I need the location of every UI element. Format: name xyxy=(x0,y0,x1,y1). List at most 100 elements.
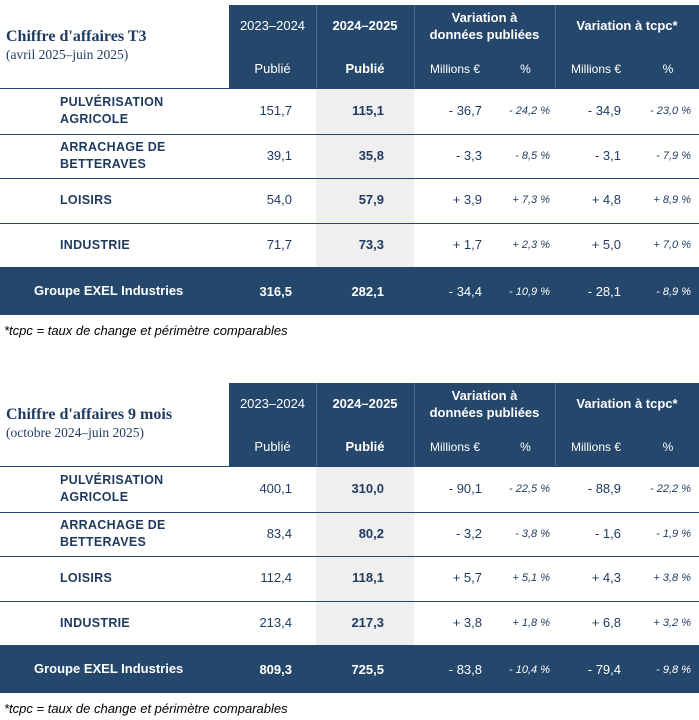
variation-millions-published: + 5,7 xyxy=(452,570,482,585)
variation-millions-tcpc: + 4,3 xyxy=(591,570,621,585)
header-published-prev: Publié xyxy=(254,61,291,76)
header-bottom-line xyxy=(0,88,699,89)
variation-pct-tcpc: + 3,2 % xyxy=(653,616,691,629)
variation-millions-published: + 3,8 xyxy=(452,614,482,630)
header-pct-tcpc: % xyxy=(662,440,674,454)
header-year-prev: 2023–2024 xyxy=(239,18,306,33)
header-millions-published: Millions € xyxy=(429,62,480,76)
header-pct-published: % xyxy=(520,62,531,76)
row-label: INDUSTRIE xyxy=(60,237,131,252)
header-variation-published: Variation à données publiées xyxy=(429,10,540,42)
header-published-current: Publié xyxy=(345,61,385,76)
footnote: *tcpc = taux de change et périmètre comp… xyxy=(4,701,288,716)
total-current-year: 725,5 xyxy=(351,662,384,677)
variation-millions-tcpc: - 1,6 xyxy=(594,525,621,541)
header-year-current: 2024–2025 xyxy=(332,18,398,33)
table-title: Chiffre d'affaires 9 mois xyxy=(6,406,173,423)
total-variation-millions-tcpc: - 28,1 xyxy=(587,284,621,299)
header-divider xyxy=(555,383,556,466)
value-prev-year: 400,1 xyxy=(259,481,292,496)
header-divider xyxy=(414,383,415,466)
total-current-year: 282,1 xyxy=(351,284,384,299)
variation-millions-published: + 3,9 xyxy=(452,192,482,207)
variation-pct-published: - 8,5 % xyxy=(515,149,550,162)
table-title-block: Chiffre d'affaires T3 (avril 2025–juin 20… xyxy=(6,28,226,63)
header-divider xyxy=(414,5,415,88)
total-label: Groupe EXEL Industries xyxy=(34,661,184,676)
header-millions-tcpc: Millions € xyxy=(570,62,621,76)
table-header: 2023–2024 2024–2025 Variation à données pu… xyxy=(229,5,699,88)
header-divider xyxy=(316,383,317,466)
value-current-year: 57,9 xyxy=(358,192,384,207)
row-label: ARRACHAGE DE BETTERAVES xyxy=(60,517,166,549)
value-current-year: 310,0 xyxy=(351,481,384,496)
variation-millions-tcpc: - 3,1 xyxy=(594,147,621,163)
total-row: Groupe EXEL Industries 809,3 725,5 - 83,8 - … xyxy=(0,645,699,693)
row-label: INDUSTRIE xyxy=(60,615,131,630)
table-title: Chiffre d'affaires T3 xyxy=(6,28,147,45)
variation-pct-published: - 22,5 % xyxy=(509,483,550,495)
variation-pct-published: - 24,2 % xyxy=(509,105,550,117)
row-divider xyxy=(0,600,699,602)
total-row: Groupe EXEL Industries 316,5 282,1 - 34,4 - … xyxy=(0,267,699,315)
header-millions-tcpc: Millions € xyxy=(570,440,621,454)
variation-millions-published: - 3,2 xyxy=(455,525,482,541)
table-row: INDUSTRIE 213,4 217,3 + 3,8 + 1,8 % + 6,8 + 3,… xyxy=(0,601,699,646)
revenue-table: Chiffre d'affaires T3 (avril 2025–juin 20… xyxy=(0,5,699,338)
table-row: LOISIRS 112,4 118,1 + 5,7 + 5,1 % + 4,3 + 3,8 … xyxy=(0,556,699,601)
header-pct-published: % xyxy=(520,440,531,454)
variation-pct-tcpc: - 1,9 % xyxy=(656,527,691,540)
value-prev-year: 112,4 xyxy=(260,570,292,585)
revenue-table: Chiffre d'affaires 9 mois (octobre 2024–j… xyxy=(0,383,699,716)
value-prev-year: 54,0 xyxy=(266,192,292,207)
variation-millions-tcpc: + 4,8 xyxy=(591,192,621,207)
variation-pct-published: - 3,8 % xyxy=(515,527,550,540)
value-current-year: 73,3 xyxy=(358,236,384,252)
table-row: ARRACHAGE DE BETTERAVES 83,4 80,2 - 3,2 - 3,… xyxy=(0,512,699,557)
variation-millions-tcpc: + 5,0 xyxy=(591,236,621,252)
header-divider xyxy=(555,5,556,88)
total-label: Groupe EXEL Industries xyxy=(34,283,184,298)
header-published-prev: Publié xyxy=(254,439,291,454)
table-row: LOISIRS 54,0 57,9 + 3,9 + 7,3 % + 4,8 + 8,9 % xyxy=(0,178,699,223)
row-label: PULVÉRISATION AGRICOLE xyxy=(60,95,164,126)
row-divider xyxy=(0,222,699,224)
header-variation-tcpc: Variation à tcpc* xyxy=(576,396,678,411)
variation-pct-tcpc: + 3,8 % xyxy=(653,572,691,584)
value-prev-year: 213,4 xyxy=(259,614,292,630)
row-label: LOISIRS xyxy=(60,571,113,585)
value-current-year: 35,8 xyxy=(358,147,384,163)
table-row: PULVÉRISATION AGRICOLE 151,7 115,1 - 36,7 - … xyxy=(0,89,699,134)
header-variation-published: Variation à données publiées xyxy=(429,388,540,420)
header-published-current: Publié xyxy=(345,439,385,454)
table-header: 2023–2024 2024–2025 Variation à données pu… xyxy=(229,383,699,466)
value-current-year: 80,2 xyxy=(358,525,384,541)
variation-pct-tcpc: + 7,0 % xyxy=(653,238,691,251)
row-divider xyxy=(0,178,699,179)
total-variation-pct-tcpc: - 9,8 % xyxy=(656,664,691,676)
total-variation-pct-tcpc: - 8,9 % xyxy=(656,286,691,298)
table-row: PULVÉRISATION AGRICOLE 400,1 310,0 - 90,1 - … xyxy=(0,467,699,512)
variation-millions-published: + 1,7 xyxy=(452,236,482,252)
variation-pct-published: + 1,8 % xyxy=(512,616,550,629)
header-pct-tcpc: % xyxy=(662,62,674,76)
header-year-current: 2024–2025 xyxy=(332,396,398,411)
footnote: *tcpc = taux de change et périmètre comp… xyxy=(4,323,288,338)
total-variation-pct-published: - 10,4 % xyxy=(509,664,550,676)
total-variation-pct-published: - 10,9 % xyxy=(509,286,550,298)
total-prev-year: 809,3 xyxy=(259,662,292,677)
variation-pct-published: + 7,3 % xyxy=(512,194,550,206)
row-divider xyxy=(0,556,699,557)
table-title-block: Chiffre d'affaires 9 mois (octobre 2024–j… xyxy=(6,406,226,441)
variation-pct-tcpc: + 8,9 % xyxy=(653,194,691,206)
variation-millions-published: - 36,7 xyxy=(448,103,482,118)
header-millions-published: Millions € xyxy=(429,440,480,454)
row-label: ARRACHAGE DE BETTERAVES xyxy=(60,139,166,171)
variation-millions-tcpc: - 88,9 xyxy=(587,481,621,496)
row-label: PULVÉRISATION AGRICOLE xyxy=(60,473,164,504)
variation-pct-published: + 5,1 % xyxy=(512,572,550,584)
header-year-prev: 2023–2024 xyxy=(239,396,306,411)
variation-pct-published: + 2,3 % xyxy=(512,238,550,251)
variation-pct-tcpc: - 7,9 % xyxy=(656,149,691,162)
variation-pct-tcpc: - 22,2 % xyxy=(650,483,691,495)
